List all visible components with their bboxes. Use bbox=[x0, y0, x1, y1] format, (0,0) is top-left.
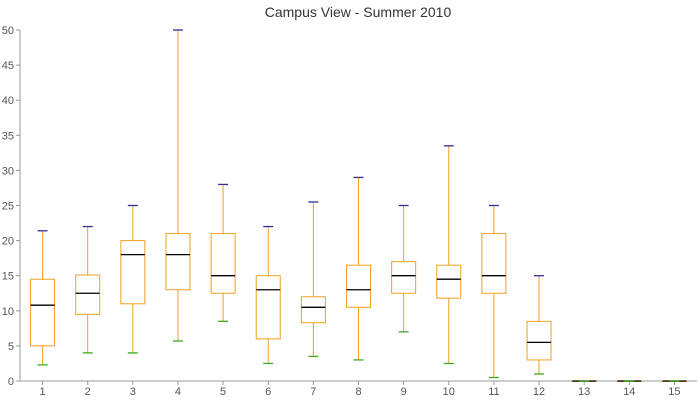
y-tick-label: 20 bbox=[2, 236, 14, 248]
box-12 bbox=[526, 275, 552, 375]
box-body bbox=[255, 275, 281, 340]
x-tick-label: 11 bbox=[488, 386, 499, 398]
box-body bbox=[391, 261, 417, 294]
box-body bbox=[30, 278, 56, 347]
x-tick-label: 9 bbox=[401, 386, 407, 398]
box-body bbox=[300, 296, 326, 324]
y-tick-label: 45 bbox=[2, 60, 14, 72]
x-tick-label: 5 bbox=[220, 386, 226, 398]
box-14 bbox=[616, 380, 642, 382]
x-tick-label: 10 bbox=[443, 386, 455, 398]
box-body bbox=[526, 320, 552, 361]
box-body bbox=[120, 240, 146, 305]
y-tick-label: 10 bbox=[2, 306, 14, 318]
box-11 bbox=[481, 204, 507, 379]
box-2 bbox=[75, 225, 101, 354]
box-9 bbox=[391, 204, 417, 333]
x-tick-label: 13 bbox=[578, 386, 590, 398]
box-body bbox=[75, 274, 101, 315]
x-tick-label: 12 bbox=[533, 386, 545, 398]
box-6 bbox=[255, 225, 281, 365]
y-tick-label: 15 bbox=[2, 271, 14, 283]
x-tick-label: 4 bbox=[175, 386, 181, 398]
box-body bbox=[481, 233, 507, 294]
y-tick-label: 35 bbox=[2, 130, 14, 142]
y-tick-label: 25 bbox=[2, 201, 14, 213]
x-tick-label: 14 bbox=[623, 386, 635, 398]
box-body bbox=[210, 233, 236, 294]
box-body bbox=[165, 233, 191, 291]
y-tick-label: 40 bbox=[2, 95, 14, 107]
y-tick-label: 0 bbox=[8, 376, 14, 388]
box-7 bbox=[300, 201, 326, 358]
boxes bbox=[30, 29, 687, 382]
box-body bbox=[346, 264, 371, 308]
x-tick-label: 3 bbox=[130, 386, 136, 398]
x-tick-label: 15 bbox=[668, 386, 680, 398]
box-15 bbox=[661, 380, 687, 382]
y-tick-label: 50 bbox=[2, 25, 14, 37]
box-4 bbox=[165, 29, 191, 342]
box-13 bbox=[571, 380, 597, 382]
y-tick-label: 5 bbox=[8, 341, 14, 353]
chart-title: Campus View - Summer 2010 bbox=[265, 4, 452, 20]
box-10 bbox=[436, 145, 462, 365]
x-tick-label: 1 bbox=[40, 386, 46, 398]
x-tick-label: 7 bbox=[310, 386, 316, 398]
box-1 bbox=[30, 230, 56, 366]
box-body bbox=[436, 264, 462, 299]
x-tick-label: 8 bbox=[355, 386, 361, 398]
x-tick-label: 6 bbox=[265, 386, 271, 398]
box-3 bbox=[120, 204, 146, 354]
y-tick-label: 30 bbox=[2, 165, 14, 177]
box-5 bbox=[210, 183, 236, 322]
x-tick-label: 2 bbox=[85, 386, 91, 398]
box-8 bbox=[346, 176, 371, 361]
